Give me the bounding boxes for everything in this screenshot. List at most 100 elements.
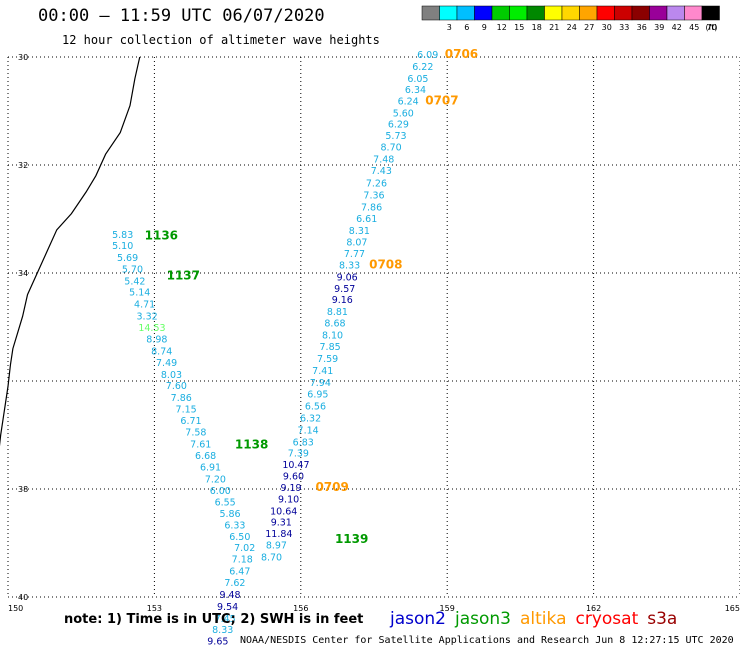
wave-height-label: 7.62 <box>224 578 245 589</box>
y-tick-label: 40 <box>18 593 28 602</box>
pass-time-label: 1139 <box>335 532 368 546</box>
legend-swatch <box>684 5 703 21</box>
wave-height-label: 7.18 <box>232 554 253 565</box>
wave-height-label: 9.60 <box>283 471 304 482</box>
y-tick-label: 30 <box>18 53 28 62</box>
wave-height-label: 6.22 <box>412 62 433 73</box>
legend-swatch <box>596 5 615 21</box>
coastline-path <box>0 56 141 447</box>
wave-height-label: 7.26 <box>366 179 387 190</box>
map-grid <box>7 56 740 598</box>
pass-time-label: 0706 <box>445 47 478 61</box>
wave-height-label: 9.06 <box>337 273 358 284</box>
legend-label: 18 <box>532 23 542 32</box>
legend-swatch <box>649 5 668 21</box>
wave-height-label: 8.70 <box>381 142 402 153</box>
wave-height-label: 6.34 <box>405 85 426 96</box>
pass-time-label: 0708 <box>369 258 402 272</box>
wave-height-label: 5.69 <box>117 253 138 264</box>
footer-credit: NOAA/NESDIS Center for Satellite Applica… <box>240 635 734 646</box>
legend-swatch <box>526 5 545 21</box>
wave-height-label: 9.65 <box>207 637 228 648</box>
x-tick-label: 165 <box>725 604 740 613</box>
wave-height-label: 9.48 <box>219 590 240 601</box>
legend-swatch <box>456 5 475 21</box>
page-subtitle: 12 hour collection of altimeter wave hei… <box>62 33 380 47</box>
wave-height-label: 6.33 <box>224 520 245 531</box>
x-tick-label: 153 <box>147 604 162 613</box>
satellite-name: s3a <box>647 609 678 629</box>
wave-height-label: 6.24 <box>398 97 419 108</box>
legend-swatch <box>614 5 633 21</box>
wave-height-label: 7.86 <box>171 393 192 404</box>
wave-height-label: 8.07 <box>346 237 367 248</box>
legend-swatch <box>474 5 493 21</box>
wave-height-label: 8.03 <box>161 370 182 381</box>
wave-height-label: 3.32 <box>137 311 158 322</box>
pass-time-label: 1138 <box>235 438 268 452</box>
legend-swatch <box>666 5 685 21</box>
legend-label: 33 <box>619 23 629 32</box>
wave-height-label: 6.55 <box>215 498 236 509</box>
wave-height-label: 9.31 <box>271 518 292 529</box>
legend-label: 24 <box>567 23 577 32</box>
wave-height-label: 8.81 <box>327 307 348 318</box>
legend-label: 27 <box>584 23 594 32</box>
coastline <box>0 56 141 447</box>
legend-label: 9 <box>482 23 487 32</box>
wave-height-label: 6.68 <box>195 451 216 462</box>
axis-ticks: 150 153 156 159 162 165 30 32 34 38 40 <box>8 53 740 613</box>
wave-height-label: 8.33 <box>339 261 360 272</box>
wave-height-label: 5.86 <box>219 509 240 520</box>
wave-height-label: 8.33 <box>212 625 233 636</box>
wave-height-label: 8.31 <box>349 226 370 237</box>
wave-height-label: 7.61 <box>190 439 211 450</box>
legend-label: 42 <box>672 23 682 32</box>
wave-height-label: 6.32 <box>300 414 321 425</box>
color-legend: 3 6 9 12 15 18 21 24 27 30 33 36 39 42 45 70(ft) <box>421 5 720 32</box>
satellite-legend: jason2 jason3 altika cryosat s3a <box>390 609 686 629</box>
wave-height-label: 7.36 <box>363 190 384 201</box>
wave-height-label: 7.86 <box>361 202 382 213</box>
wave-height-label: 6.83 <box>293 437 314 448</box>
wave-height-label: 5.14 <box>129 288 150 299</box>
legend-unit: (ft) <box>706 23 718 32</box>
wave-height-label: 6.47 <box>229 566 250 577</box>
legend-swatch <box>421 5 440 21</box>
y-tick-label: 38 <box>18 485 28 494</box>
wave-height-label: 6.00 <box>210 486 231 497</box>
wave-height-label: 7.43 <box>371 166 392 177</box>
pass-time-label: 1137 <box>167 268 200 282</box>
wave-height-label: 5.73 <box>385 131 406 142</box>
wave-height-label: 6.71 <box>180 416 201 427</box>
satellite-name: jason2 <box>390 609 446 629</box>
x-tick-label: 162 <box>586 604 601 613</box>
satellite-name: jason3 <box>455 609 511 629</box>
legend-swatch <box>631 5 650 21</box>
wave-height-label: 7.39 <box>288 449 309 460</box>
wave-height-label: 6.91 <box>200 463 221 474</box>
page-title: 00:00 – 11:59 UTC 06/07/2020 <box>38 6 325 26</box>
wave-height-label: 5.60 <box>393 108 414 119</box>
wave-height-label: 6.50 <box>229 532 250 543</box>
wave-height-label: 8.10 <box>322 330 343 341</box>
wave-height-label: 8.74 <box>151 347 172 358</box>
legend-label: 21 <box>549 23 559 32</box>
legend-swatch <box>509 5 528 21</box>
legend-label: 39 <box>654 23 664 32</box>
wave-height-label: 8.97 <box>266 540 287 551</box>
x-tick-label: 156 <box>293 604 308 613</box>
legend-label: 3 <box>447 23 452 32</box>
wave-height-label: 10.47 <box>282 460 309 471</box>
wave-height-label: 7.94 <box>310 378 331 389</box>
legend-label: 6 <box>464 23 469 32</box>
wave-height-label: 11.84 <box>265 529 292 540</box>
wave-height-label: 7.59 <box>317 354 338 365</box>
wave-height-label: 7.49 <box>156 358 177 369</box>
wave-height-label: 7.48 <box>373 154 394 165</box>
y-tick-label: 32 <box>18 161 28 170</box>
wave-height-label: 14.53 <box>138 323 165 334</box>
footer-note: note: 1) Time is in UTC; 2) SWH is in fe… <box>64 612 364 627</box>
legend-label: 70 <box>707 23 717 32</box>
